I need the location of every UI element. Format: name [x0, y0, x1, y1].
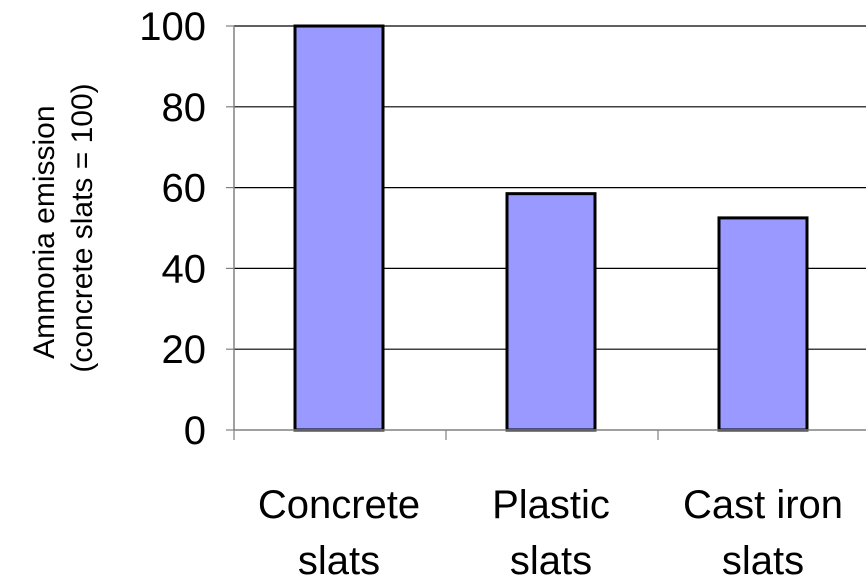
x-category-label-1-line-2: slats [298, 539, 380, 583]
x-category-label-2-line-1: Plastic [492, 483, 610, 527]
y-tick-label-80: 80 [162, 86, 207, 130]
bar-2 [505, 192, 597, 432]
y-tick-label-100: 100 [139, 5, 206, 49]
y-tick-label-60: 60 [162, 167, 207, 211]
axes [226, 25, 866, 440]
x-category-label-3-line-1: Cast iron [683, 483, 843, 527]
x-category-label-1-line-1: Concrete [258, 483, 420, 527]
y-axis-title-line-2: (concrete slats = 100) [66, 83, 99, 372]
y-axis-title: Ammonia emission (concrete slats = 100) [28, 83, 99, 372]
bar-1 [293, 24, 385, 432]
x-category-labels: Concrete slats Plastic slats Cast iron slats [258, 483, 843, 583]
y-tick-label-40: 40 [162, 247, 207, 291]
bars [293, 24, 809, 432]
y-tick-labels: 0 20 40 60 80 100 [139, 5, 206, 453]
y-tick-label-20: 20 [162, 328, 207, 372]
x-category-label-2-line-2: slats [510, 539, 592, 583]
y-tick-label-0: 0 [184, 409, 206, 453]
bar-3 [717, 216, 809, 432]
x-category-label-2: Plastic slats [492, 483, 610, 583]
x-category-label-3: Cast iron slats [683, 483, 843, 583]
x-category-label-1: Concrete slats [258, 483, 420, 583]
x-category-label-3-line-2: slats [722, 539, 804, 583]
y-axis-title-line-1: Ammonia emission [28, 105, 61, 358]
